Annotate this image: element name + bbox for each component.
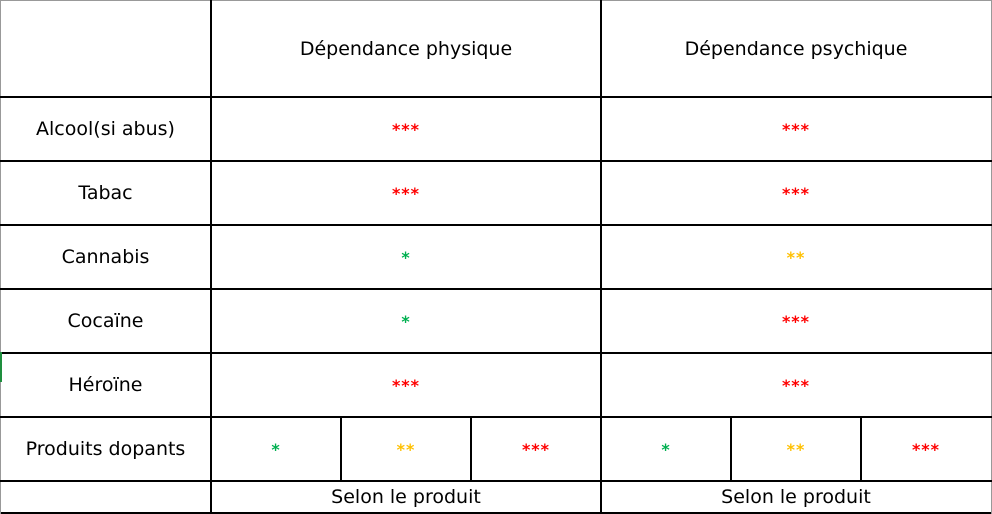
rating-dopants-physique-2: ** — [396, 439, 416, 459]
row-label-cannabis: Cannabis — [61, 246, 150, 268]
rating-cocaine-physique: * — [401, 311, 411, 331]
rule-sub-1 — [340, 417, 342, 481]
row-label-cocaine: Cocaïne — [67, 310, 144, 332]
rating-heroine-psychique: *** — [781, 375, 811, 395]
border-top — [0, 0, 992, 1]
rule-col-labels — [210, 0, 212, 514]
footer-psychique: Selon le produit — [721, 485, 871, 508]
rating-cocaine-psychique: *** — [781, 311, 811, 331]
rating-alcool-physique: *** — [391, 119, 421, 139]
rule-sub-2 — [470, 417, 472, 481]
rule-after-tabac — [0, 224, 992, 226]
rating-dopants-physique-1: * — [271, 439, 281, 459]
row-label-heroine: Héroïne — [68, 374, 143, 396]
rating-tabac-physique: *** — [391, 183, 421, 203]
rating-dopants-psychique-1: * — [661, 439, 671, 459]
rating-dopants-physique-3: *** — [521, 439, 551, 459]
rule-after-cocaine — [0, 352, 992, 354]
rule-after-heroine — [0, 416, 992, 418]
selection-marker — [0, 352, 2, 382]
rating-alcool-psychique: *** — [781, 119, 811, 139]
row-label-tabac: Tabac — [78, 182, 133, 204]
rule-after-header — [0, 96, 992, 98]
row-label-alcool: Alcool(si abus) — [36, 118, 175, 140]
header-psychique: Dépendance psychique — [684, 37, 908, 60]
row-label-produits-dopants: Produits dopants — [25, 438, 186, 460]
rule-after-cannabis — [0, 288, 992, 290]
rating-cannabis-physique: * — [401, 247, 411, 267]
rule-sub-4 — [860, 417, 862, 481]
footer-physique: Selon le produit — [331, 485, 481, 508]
rating-dopants-psychique-3: *** — [911, 439, 941, 459]
header-physique: Dépendance physique — [299, 37, 513, 60]
rule-after-alcool — [0, 160, 992, 162]
rating-cannabis-psychique: ** — [786, 247, 806, 267]
rule-sub-3 — [730, 417, 732, 481]
border-left — [0, 0, 1, 514]
rule-col-middle — [600, 0, 602, 514]
rating-heroine-physique: *** — [391, 375, 421, 395]
rating-tabac-psychique: *** — [781, 183, 811, 203]
border-bottom — [0, 512, 992, 514]
rule-after-dopants — [0, 480, 992, 482]
rating-dopants-psychique-2: ** — [786, 439, 806, 459]
